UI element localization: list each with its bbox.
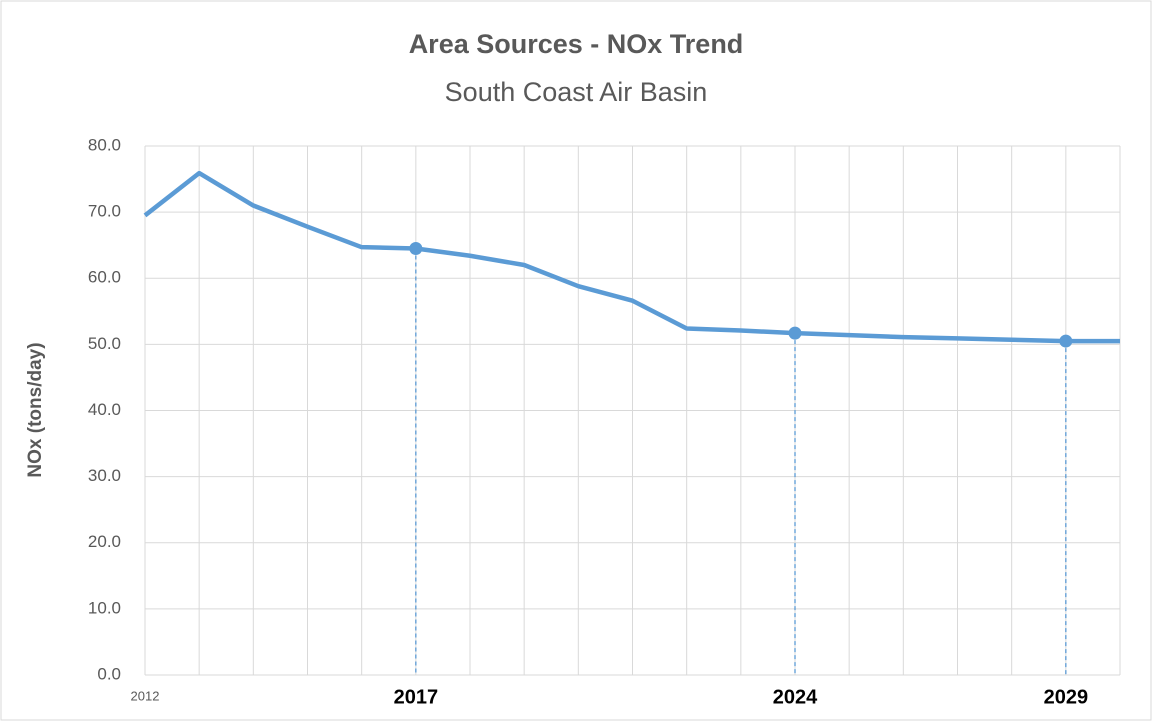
data-point bbox=[1059, 334, 1073, 348]
x-tick-label: 2029 bbox=[1044, 686, 1089, 708]
y-tick-label: 60.0 bbox=[88, 268, 121, 287]
x-tick-label: 2017 bbox=[394, 686, 439, 708]
x-tick-label: 2024 bbox=[773, 686, 818, 708]
chart-subtitle: South Coast Air Basin bbox=[445, 77, 708, 107]
y-tick-label: 70.0 bbox=[88, 202, 121, 221]
data-point bbox=[409, 241, 423, 255]
x-tick-label: 2012 bbox=[131, 688, 160, 703]
y-tick-label: 50.0 bbox=[88, 334, 121, 353]
data-point bbox=[788, 326, 802, 340]
y-tick-label: 40.0 bbox=[88, 400, 121, 419]
y-tick-label: 30.0 bbox=[88, 466, 121, 485]
chart-title: Area Sources - NOx Trend bbox=[409, 29, 744, 59]
y-tick-label: 10.0 bbox=[88, 598, 121, 617]
y-tick-label: 80.0 bbox=[88, 135, 121, 154]
y-tick-label: 0.0 bbox=[97, 664, 121, 683]
y-axis-label: NOx (tons/day) bbox=[25, 342, 46, 477]
y-tick-label: 20.0 bbox=[88, 532, 121, 551]
data-line bbox=[143, 170, 1120, 344]
